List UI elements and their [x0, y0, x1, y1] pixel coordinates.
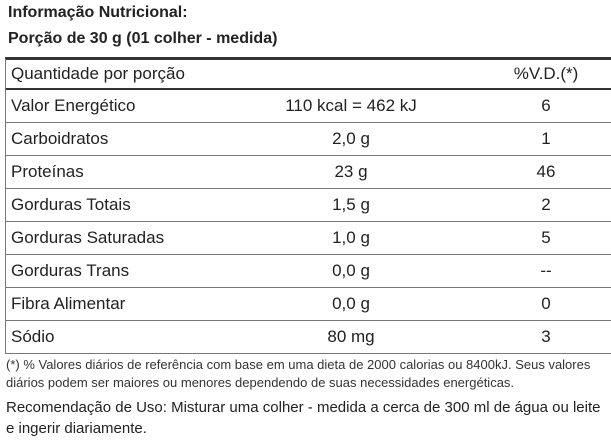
nutrient: Fibra Alimentar — [11, 294, 126, 313]
amount: 80 mg — [327, 327, 375, 346]
portion: Porção de 30 g (01 colher - medida) — [8, 30, 278, 47]
daily-value: 46 — [536, 162, 556, 181]
column-header: %V.D.(*) — [513, 64, 579, 83]
daily-value: 6 — [541, 96, 551, 115]
nutrient: Gorduras Saturadas — [11, 228, 165, 247]
daily-value: 1 — [541, 129, 551, 148]
title: Informação Nutricional: — [8, 4, 188, 21]
nutrient: Gorduras Trans — [11, 261, 130, 280]
table-row: Gorduras Totais 1,5 g 2 — [6, 189, 611, 222]
daily-value: 0 — [541, 294, 551, 313]
nutrient: Gorduras Totais — [11, 195, 131, 214]
column-header: Quantidade por porção — [11, 64, 185, 83]
header-row: Quantidade por porção %V.D.(*) — [6, 60, 611, 90]
nutrition-table: Quantidade por porção %V.D.(*) Valor Ene… — [5, 57, 611, 354]
amount: 110 kcal = 462 kJ — [285, 96, 417, 115]
nutrient: Carboidratos — [11, 129, 109, 148]
amount: 23 g — [334, 162, 368, 181]
amount: 2,0 g — [332, 129, 370, 148]
table-row: Valor Energético 110 kcal = 462 kJ 6 — [6, 90, 611, 123]
table-row: Fibra Alimentar 0,0 g 0 — [6, 288, 611, 321]
amount: 0,0 g — [332, 261, 370, 280]
table-row: Gorduras Trans 0,0 g -- — [6, 255, 611, 288]
daily-value: 3 — [541, 327, 551, 346]
nutrient: Sódio — [11, 327, 55, 346]
amount: 1,0 g — [332, 228, 370, 247]
nutrient: Valor Energético — [11, 96, 136, 115]
amount: 1,5 g — [332, 195, 370, 214]
nutrient: Proteínas — [11, 162, 84, 181]
recommendation: Recomendação de Uso: Misturar uma colher… — [6, 399, 601, 437]
daily-value: 2 — [541, 195, 551, 214]
table-row: Proteínas 23 g 46 — [6, 156, 611, 189]
table-row: Sódio 80 mg 3 — [6, 321, 611, 354]
footnote: (*) % Valores diários de referência com … — [6, 357, 591, 390]
daily-value: 5 — [541, 228, 551, 247]
table-row: Gorduras Saturadas 1,0 g 5 — [6, 222, 611, 255]
table-row: Carboidratos 2,0 g 1 — [6, 123, 611, 156]
daily-value: -- — [540, 261, 552, 280]
amount: 0,0 g — [332, 294, 370, 313]
